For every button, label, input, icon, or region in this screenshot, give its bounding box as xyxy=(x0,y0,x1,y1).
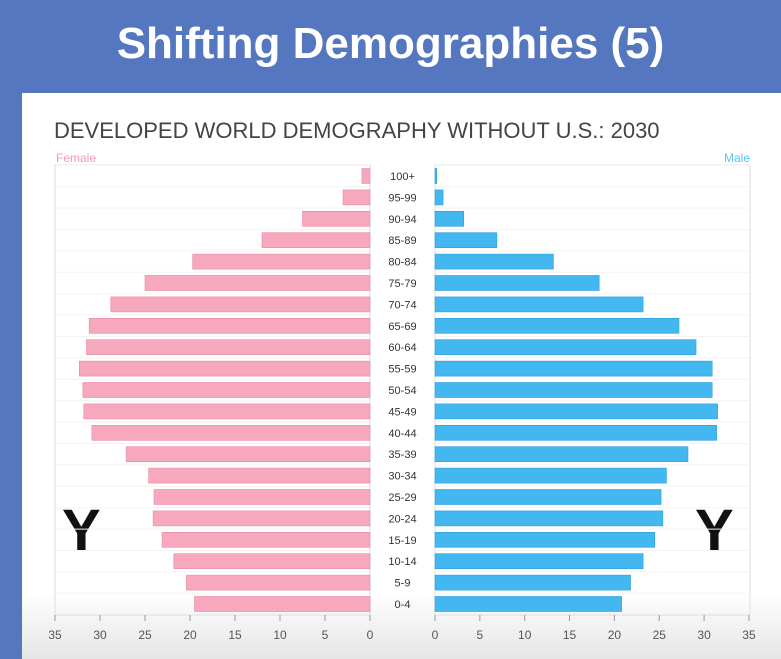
male-bar-95-99 xyxy=(434,189,444,206)
slide-title: Shifting Demographies (5) xyxy=(0,0,781,93)
age-label-25-29: 25-29 xyxy=(388,492,416,504)
male-bar-45-49 xyxy=(434,403,718,420)
female-bar-80-84 xyxy=(192,253,371,270)
age-label-60-64: 60-64 xyxy=(388,342,416,354)
female-bar-60-64 xyxy=(86,339,371,356)
age-label-70-74: 70-74 xyxy=(388,299,416,311)
female-bar-50-54 xyxy=(82,382,371,398)
female-bar-5-9 xyxy=(186,574,371,591)
age-label-50-54: 50-54 xyxy=(388,385,416,397)
female-bar-85-89 xyxy=(261,232,371,248)
male-bar-85-89 xyxy=(434,232,498,248)
x-tick-label-female: 10 xyxy=(273,628,287,642)
age-label-75-79: 75-79 xyxy=(388,278,416,290)
female-bar-45-49 xyxy=(83,403,371,420)
male-bar-60-64 xyxy=(434,339,697,356)
age-label-65-69: 65-69 xyxy=(388,321,416,333)
x-tick-label-female: 25 xyxy=(138,628,152,642)
female-bar-65-69 xyxy=(88,317,371,334)
x-tick-label-female: 20 xyxy=(183,628,197,642)
female-bar-0-4 xyxy=(194,596,371,612)
female-bar-15-19 xyxy=(161,531,371,548)
age-label-5-9: 5-9 xyxy=(395,578,411,590)
x-tick-label-female: 35 xyxy=(48,628,62,642)
male-bar-15-19 xyxy=(434,531,656,548)
age-label-80-84: 80-84 xyxy=(388,257,416,269)
x-tick-label-male: 25 xyxy=(653,628,667,642)
age-label-100+: 100+ xyxy=(390,171,415,183)
age-label-40-44: 40-44 xyxy=(388,428,416,440)
x-tick-label-male: 30 xyxy=(697,628,711,642)
x-tick-label-male: 35 xyxy=(742,628,756,642)
male-bar-40-44 xyxy=(434,424,717,441)
male-bar-75-79 xyxy=(434,275,600,291)
female-bar-10-14 xyxy=(173,553,371,570)
male-bar-5-9 xyxy=(434,574,631,591)
age-label-15-19: 15-19 xyxy=(388,535,416,547)
chart-title: DEVELOPED WORLD DEMOGRAPHY WITHOUT U.S.:… xyxy=(54,118,660,143)
x-tick-label-female: 30 xyxy=(93,628,107,642)
age-label-0-4: 0-4 xyxy=(395,599,411,611)
male-bar-10-14 xyxy=(434,553,644,570)
legend-male: Male xyxy=(724,151,750,165)
x-tick-label-female: 0 xyxy=(367,628,374,642)
x-tick-label-male: 10 xyxy=(518,628,532,642)
age-label-10-14: 10-14 xyxy=(388,556,416,568)
age-label-35-39: 35-39 xyxy=(388,449,416,461)
age-label-95-99: 95-99 xyxy=(388,192,416,204)
age-label-90-94: 90-94 xyxy=(388,214,416,226)
male-bar-50-54 xyxy=(434,382,713,398)
female-bar-20-24 xyxy=(152,510,371,527)
female-bar-55-59 xyxy=(79,360,371,377)
age-label-45-49: 45-49 xyxy=(388,406,416,418)
x-tick-label-male: 5 xyxy=(477,628,484,642)
male-bar-65-69 xyxy=(434,317,680,334)
male-bar-70-74 xyxy=(434,296,644,313)
annotation-y-left: Y xyxy=(62,498,101,563)
female-bar-90-94 xyxy=(302,211,371,227)
female-bar-100+ xyxy=(361,168,371,184)
age-label-55-59: 55-59 xyxy=(388,364,416,376)
male-bar-55-59 xyxy=(434,360,713,377)
age-label-30-34: 30-34 xyxy=(388,471,416,483)
male-bar-80-84 xyxy=(434,253,554,270)
x-tick-label-male: 15 xyxy=(563,628,577,642)
female-bar-30-34 xyxy=(148,467,371,484)
female-bar-75-79 xyxy=(144,275,371,291)
x-tick-label-male: 20 xyxy=(608,628,622,642)
male-bar-30-34 xyxy=(434,467,667,484)
x-tick-label-female: 5 xyxy=(322,628,329,642)
x-tick-label-female: 15 xyxy=(228,628,242,642)
age-label-20-24: 20-24 xyxy=(388,513,416,525)
female-bar-40-44 xyxy=(91,424,371,441)
male-bar-25-29 xyxy=(434,489,662,505)
male-bar-20-24 xyxy=(434,510,664,527)
legend-female: Female xyxy=(56,151,96,165)
female-bar-25-29 xyxy=(153,489,371,505)
x-tick-label-male: 0 xyxy=(432,628,439,642)
age-label-85-89: 85-89 xyxy=(388,235,416,247)
male-bar-0-4 xyxy=(434,596,622,612)
male-bar-90-94 xyxy=(434,211,465,227)
annotation-y-right: Y xyxy=(695,498,734,563)
female-bar-95-99 xyxy=(342,189,371,206)
female-bar-70-74 xyxy=(110,296,371,313)
male-bar-35-39 xyxy=(434,446,689,463)
female-bar-35-39 xyxy=(125,446,371,463)
male-bar-100+ xyxy=(434,168,438,184)
